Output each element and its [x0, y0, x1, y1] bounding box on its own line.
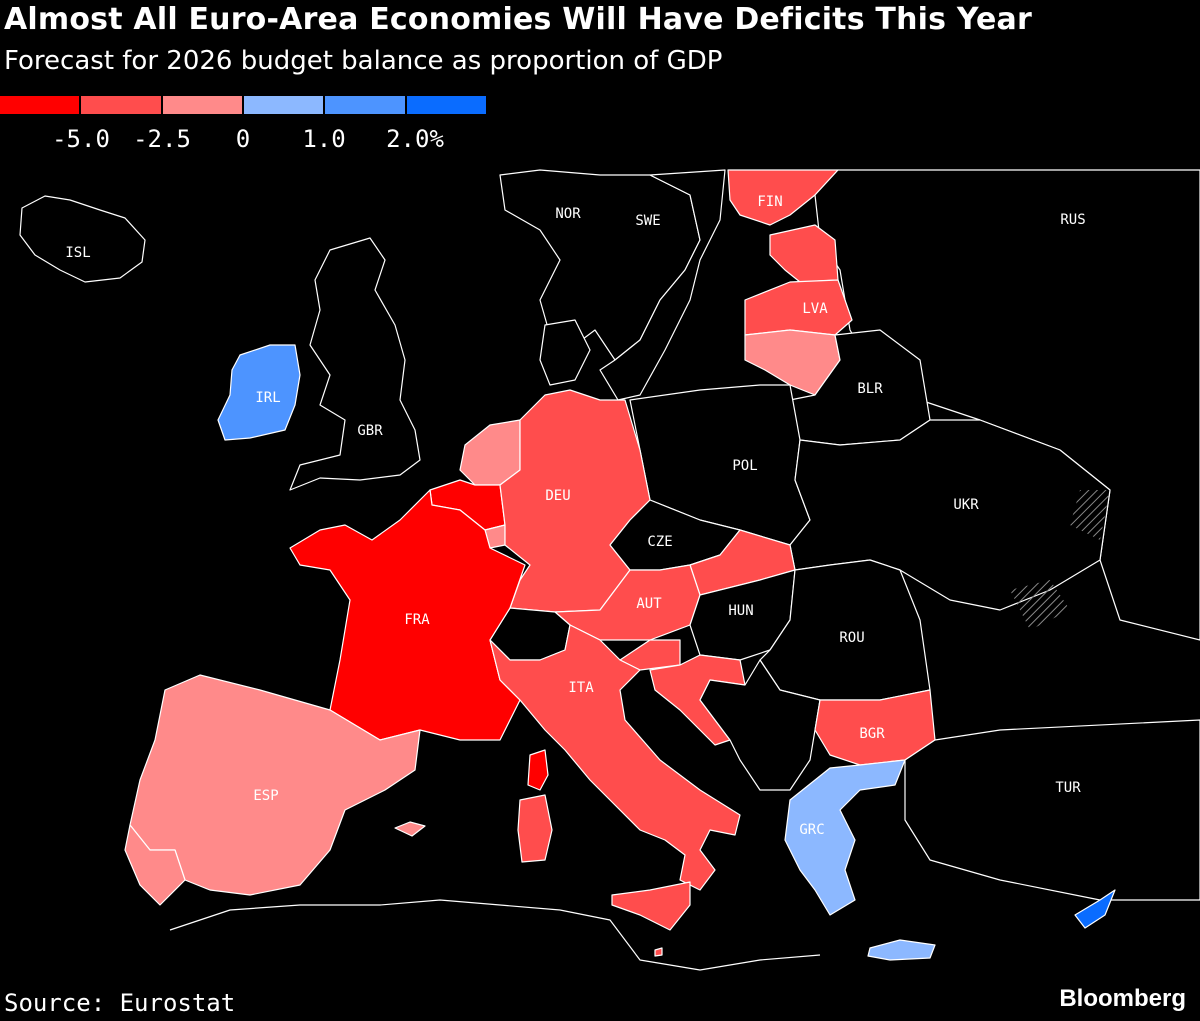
island-balearic [394, 821, 426, 837]
label-tur: TUR [1055, 780, 1081, 796]
label-bgr: BGR [859, 726, 885, 742]
label-ita: ITA [568, 680, 594, 696]
island-sicily [611, 881, 691, 931]
country-grc [784, 759, 906, 916]
label-pol: POL [732, 458, 757, 474]
coast-north-africa [169, 899, 821, 971]
source-note: Source: Eurostat [4, 989, 236, 1017]
country-prt [124, 824, 186, 906]
label-fra: FRA [404, 612, 430, 628]
legend-tick-2: -2.5 [133, 125, 191, 153]
island-malta [654, 947, 663, 957]
legend-tick-5: 2.0% [386, 125, 444, 153]
label-esp: ESP [253, 788, 278, 804]
label-rou: ROU [839, 630, 864, 646]
bloomberg-logo: Bloomberg [1059, 985, 1186, 1012]
country-irl [217, 344, 301, 441]
legend-swatch-4 [243, 96, 324, 114]
label-hun: HUN [728, 603, 753, 619]
country-tur [904, 719, 1200, 901]
country-lva [744, 279, 853, 336]
legend-swatch-5 [325, 96, 405, 114]
label-irl: IRL [255, 390, 280, 406]
label-gbr: GBR [357, 423, 383, 439]
legend-swatch-2 [81, 96, 161, 114]
hatched-region-2 [1010, 580, 1070, 630]
label-isl: ISL [65, 245, 90, 261]
island-crete [867, 939, 936, 961]
island-corsica [527, 749, 549, 791]
legend-swatch-6 [406, 96, 486, 114]
label-grc: GRC [799, 822, 824, 838]
country-swe [599, 169, 726, 401]
legend-tick-1: -5.0 [52, 125, 110, 153]
label-fin: FIN [757, 194, 782, 210]
chart-subtitle: Forecast for 2026 budget balance as prop… [4, 46, 723, 76]
label-blr: BLR [857, 381, 883, 397]
country-nld [459, 419, 521, 486]
island-sardinia [517, 794, 553, 863]
label-ukr: UKR [953, 497, 979, 513]
legend-tick-3: 0 [235, 125, 251, 153]
hatched-region-1 [1070, 490, 1110, 540]
label-deu: DEU [545, 488, 570, 504]
legend-swatch-3 [162, 96, 242, 114]
legend-swatch-1 [0, 96, 80, 114]
label-nor: NOR [555, 206, 581, 222]
country-isl [19, 195, 146, 283]
label-swe: SWE [635, 213, 660, 229]
label-rus: RUS [1060, 212, 1085, 228]
chart-title: Almost All Euro-Area Economies Will Have… [4, 2, 1032, 37]
europe-map: ISL NOR SWE FIN RUS LVA BLR IRL GBR POL … [19, 169, 1200, 971]
label-aut: AUT [636, 596, 662, 612]
country-ita [489, 624, 741, 891]
label-lva: LVA [802, 301, 828, 317]
country-dnk [539, 319, 591, 386]
legend-color-scale [0, 96, 486, 114]
country-gbr [289, 237, 421, 491]
country-cyp [1074, 889, 1116, 929]
label-cze: CZE [647, 534, 672, 550]
legend-tick-4: 1.0 [302, 125, 346, 153]
